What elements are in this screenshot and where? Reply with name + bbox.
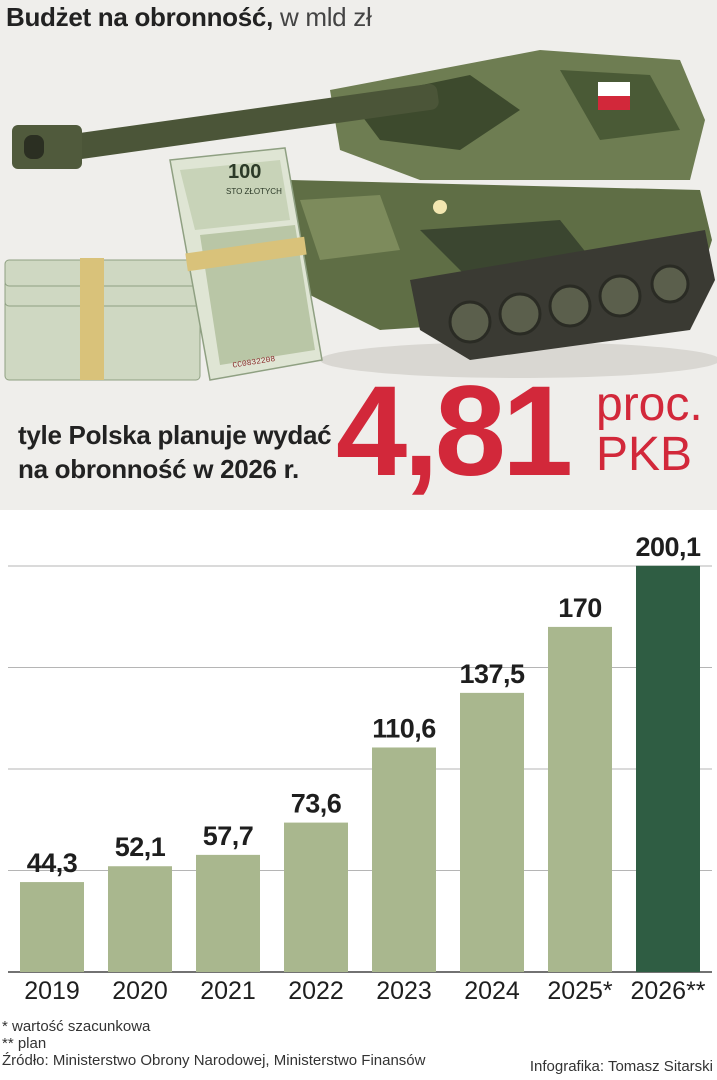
bar-2026: [636, 565, 700, 972]
x-tick-label: 2025*: [547, 977, 613, 1005]
footnote-plan: ** plan: [2, 1035, 47, 1052]
footnotes: * wartość szacunkowa ** plan Źródło: Min…: [2, 1018, 425, 1069]
source-note: Źródło: Ministerstwo Obrony Narodowej, M…: [2, 1052, 426, 1069]
unit-line-2: PKB: [596, 428, 693, 481]
highlight-caption: tyle Polska planuje wydać na obronność w…: [18, 418, 332, 486]
chart-x-labels: 2019 2020 2021 2022 2023 2024 2025* 2026**: [24, 977, 706, 1005]
bar-2019: [20, 882, 84, 972]
x-tick-label: 2020: [112, 977, 168, 1005]
bar-2024: [460, 692, 524, 972]
bar-2021: [196, 854, 260, 972]
footnote-estimate: * wartość szacunkowa: [2, 1018, 151, 1035]
bar-2020: [108, 866, 172, 972]
value-label: 170: [558, 593, 602, 623]
bar-2025: [548, 626, 612, 972]
value-label: 52,1: [115, 832, 166, 862]
bar-2023: [372, 747, 436, 972]
highlight-value: 4,81: [336, 360, 573, 503]
x-tick-label: 2024: [464, 977, 520, 1005]
value-label: 137,5: [459, 659, 525, 689]
value-label: 110,6: [372, 713, 436, 743]
value-label: 57,7: [203, 821, 254, 851]
x-tick-label: 2023: [376, 977, 432, 1005]
value-label: 73,6: [291, 789, 342, 819]
banknote-denomination: 100: [228, 161, 261, 183]
infographic-credit: Infografika: Tomasz Sitarski: [529, 1058, 713, 1075]
value-label: 44,3: [27, 848, 78, 878]
caption-line-2: na obronność w 2026 r.: [18, 454, 299, 484]
page-title: Budżet na obronność, w mld zł: [6, 2, 372, 33]
x-tick-label: 2022: [288, 977, 344, 1005]
highlight-unit: proc. PKB: [596, 380, 703, 480]
chart-bars: [20, 565, 700, 972]
unit-line-1: proc.: [596, 378, 703, 431]
x-tick-label: 2026**: [630, 977, 705, 1005]
value-label: 200,1: [635, 532, 701, 562]
howitzer-and-banknotes-illustration: 100 STO ZŁOTYCH CC0832208: [4, 50, 717, 381]
bar-2022: [284, 822, 348, 972]
title-bold: Budżet na obronność,: [6, 2, 274, 32]
x-tick-label: 2021: [200, 977, 256, 1005]
banknote-text: STO ZŁOTYCH: [226, 187, 282, 196]
title-unit: w mld zł: [273, 2, 372, 32]
caption-line-1: tyle Polska planuje wydać: [18, 420, 332, 450]
howitzer-illustration: [12, 50, 717, 378]
banknotes-illustration: 100 STO ZŁOTYCH CC0832208: [4, 147, 323, 381]
x-tick-label: 2019: [24, 977, 80, 1005]
chart-value-labels: 44,3 52,1 57,7 73,6 110,6 137,5 170 200,1: [27, 532, 702, 878]
